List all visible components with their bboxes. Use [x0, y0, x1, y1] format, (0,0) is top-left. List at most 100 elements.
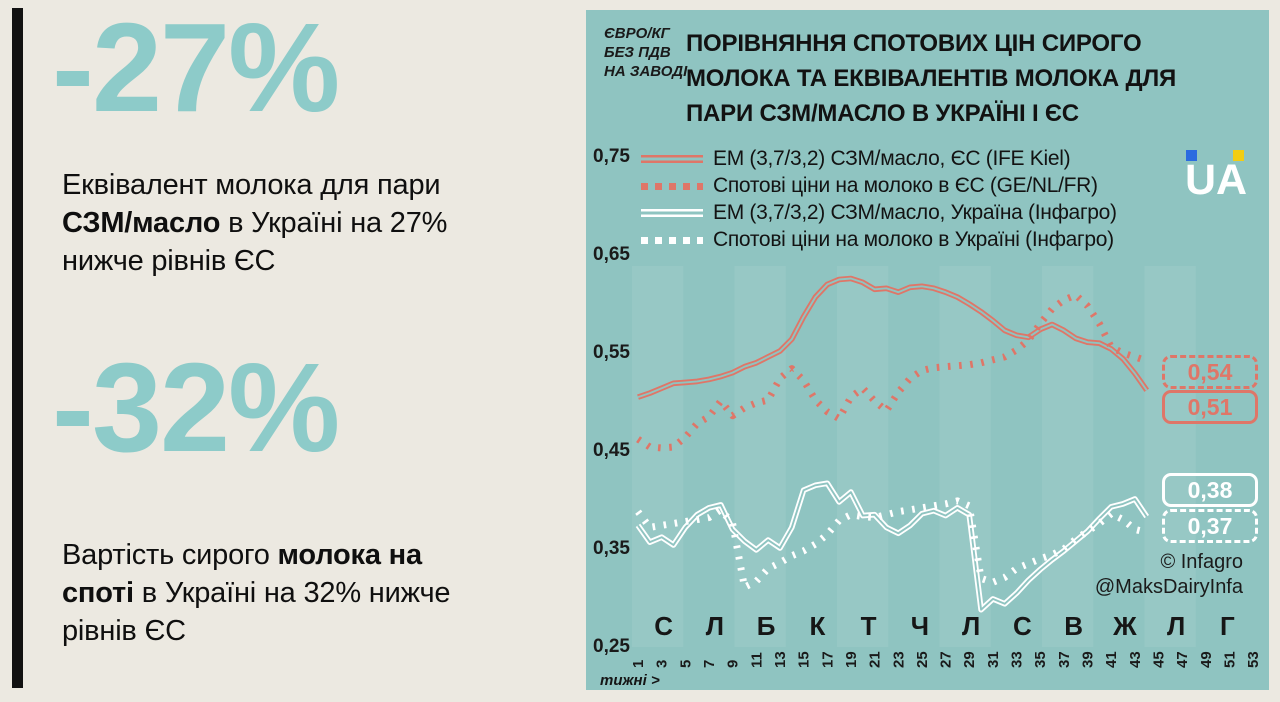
- week-tick-label: 35: [1032, 651, 1049, 668]
- week-tick-label: 9: [725, 660, 742, 668]
- y-axis-tick-labels: 0,75 0,65 0,55 0,45 0,35 0,25: [593, 146, 630, 657]
- month-label: Ч: [911, 611, 929, 641]
- month-stripe: [734, 266, 786, 647]
- week-tick-label: 33: [1009, 651, 1026, 668]
- week-tick-label: 51: [1222, 651, 1239, 668]
- week-tick-label: 47: [1174, 651, 1191, 668]
- week-tick-labels: 1 3 5 7 9 11 13 15 17 19 21 23 25 27 29 31 33 35 37 39 41 43 4…: [630, 651, 1262, 668]
- week-tick-label: 19: [843, 651, 860, 668]
- stat-27-description: Еквівалент молока для пари СЗМ/масло в Ук…: [62, 166, 532, 280]
- chart-legend: ЕМ (3,7/3,2) СЗМ/масло, ЄС (IFE Kiel) Спо…: [641, 147, 1117, 256]
- text-line: ЄВРО/КГ: [604, 25, 670, 42]
- y-tick-label: 0,35: [593, 538, 630, 559]
- week-tick-label: 43: [1127, 651, 1144, 668]
- legend-double-line-icon: [641, 155, 703, 163]
- week-tick-label: 7: [701, 660, 718, 668]
- accent-bar: [12, 8, 23, 688]
- ua-logo-blue-square-icon: [1186, 150, 1197, 161]
- month-label: Л: [962, 611, 980, 641]
- legend-row: Спотові ціни на молоко в ЄС (GE/NL/FR): [641, 174, 1117, 197]
- week-tick-label: 27: [938, 651, 955, 668]
- week-tick-label: 29: [961, 651, 978, 668]
- ua-logo: UA: [1185, 150, 1265, 210]
- month-label: Л: [706, 611, 724, 641]
- legend-dotted-line-icon: [641, 236, 703, 244]
- y-tick-label: 0,55: [593, 342, 630, 363]
- chart-title: ПОРІВНЯННЯ СПОТОВИХ ЦІН СИРОГО МОЛОКА ТА …: [686, 26, 1252, 131]
- y-tick-label: 0,75: [593, 146, 630, 167]
- week-tick-label: 3: [654, 660, 671, 668]
- stat-32-value: -32%: [52, 337, 340, 478]
- series-line-dotted: [635, 497, 1148, 591]
- text-line: СЗМ/масло в Україні на 27%: [62, 207, 448, 239]
- legend-dotted-line-icon: [641, 182, 703, 190]
- series-lines: [635, 275, 1150, 613]
- week-tick-label: 1: [630, 660, 647, 668]
- week-tick-label: 11: [748, 652, 765, 668]
- month-label: Ж: [1112, 611, 1137, 641]
- text-line: ПОРІВНЯННЯ СПОТОВИХ ЦІН СИРОГО: [686, 30, 1142, 57]
- month-label: Т: [861, 611, 877, 641]
- legend-label: Спотові ціни на молоко в Україні (Інфагр…: [713, 228, 1114, 251]
- ua-logo-text: UA: [1185, 156, 1248, 204]
- legend-row: Спотові ціни на молоко в Україні (Інфагр…: [641, 228, 1117, 251]
- stat-27-value: -27%: [52, 0, 340, 138]
- text-line: МОЛОКА ТА ЕКВІВАЛЕНТІВ МОЛОКА ДЛЯ: [686, 65, 1177, 92]
- y-tick-label: 0,65: [593, 244, 630, 265]
- text-line: БЕЗ ПДВ: [604, 44, 671, 61]
- month-stripes: [632, 266, 1196, 647]
- legend-label: Спотові ціни на молоко в ЄС (GE/NL/FR): [713, 174, 1098, 197]
- week-tick-label: 31: [985, 651, 1002, 668]
- series-line-gap: [637, 277, 1148, 398]
- week-tick-label: 49: [1198, 651, 1215, 668]
- month-label: К: [809, 611, 825, 641]
- week-tick-label: 53: [1245, 651, 1262, 668]
- week-tick-label: 37: [1056, 651, 1073, 668]
- month-label: С: [1013, 611, 1032, 641]
- month-label: С: [654, 611, 673, 641]
- week-tick-label: 23: [890, 651, 907, 668]
- legend-label: ЕМ (3,7/3,2) СЗМ/масло, Україна (Інфагро…: [713, 201, 1117, 224]
- month-label: Б: [757, 611, 776, 641]
- month-stripe: [632, 266, 684, 647]
- series-line-gap: [637, 482, 1148, 611]
- callout-value-0-38: 0,38: [1162, 473, 1258, 507]
- text-line: Еквівалент молока для пари: [62, 169, 441, 201]
- credits: © Infagro @MaksDairyInfa: [1095, 550, 1243, 600]
- chart-panel: ЄВРО/КГ БЕЗ ПДВ НА ЗАВОДІ ПОРІВНЯННЯ СПОТО…: [586, 10, 1269, 690]
- month-label: Л: [1167, 611, 1185, 641]
- week-tick-label: 21: [867, 651, 884, 668]
- x-axis-label: тижні >: [600, 672, 660, 689]
- stat-32-description: Вартість сирого молока на споті в Україні…: [62, 536, 532, 650]
- month-stripe: [1144, 266, 1196, 647]
- month-label: В: [1064, 611, 1083, 641]
- callout-value-0-54: 0,54: [1162, 355, 1258, 389]
- week-tick-label: 25: [914, 651, 931, 668]
- month-stripe: [1042, 266, 1094, 647]
- week-tick-label: 15: [796, 651, 813, 668]
- legend-label: ЕМ (3,7/3,2) СЗМ/масло, ЄС (IFE Kiel): [713, 147, 1071, 170]
- week-tick-label: 45: [1151, 651, 1168, 668]
- week-tick-label: 41: [1103, 651, 1120, 668]
- month-label: Г: [1220, 611, 1235, 641]
- text-line: ПАРИ СЗМ/МАСЛО В УКРАЇНІ І ЄС: [686, 100, 1079, 127]
- credits-source: © Infagro: [1160, 551, 1243, 573]
- credits-handle: @MaksDairyInfa: [1094, 576, 1243, 598]
- week-tick-label: 13: [772, 651, 789, 668]
- y-tick-label: 0,45: [593, 440, 630, 461]
- text-line: НА ЗАВОДІ: [604, 63, 688, 80]
- text-line: нижче рівнів ЄС: [62, 245, 276, 277]
- legend-double-line-icon: [641, 209, 703, 217]
- text-line: Вартість сирого молока на: [62, 539, 422, 571]
- month-stripe: [837, 266, 889, 647]
- legend-row: ЕМ (3,7/3,2) СЗМ/масло, ЄС (IFE Kiel): [641, 147, 1117, 170]
- price-line-chart: 0,750,650,550,450,350,25С Л Б К Т Ч Л С В Ж Л Г1 3 5 7…: [593, 146, 1262, 668]
- month-stripe: [939, 266, 991, 647]
- y-tick-label: 0,25: [593, 636, 630, 657]
- week-tick-label: 5: [677, 660, 694, 668]
- week-tick-label: 39: [1080, 651, 1097, 668]
- y-axis-unit-label: ЄВРО/КГ БЕЗ ПДВ НА ЗАВОДІ: [604, 24, 687, 81]
- text-line: споті в Україні на 32% нижче: [62, 577, 451, 609]
